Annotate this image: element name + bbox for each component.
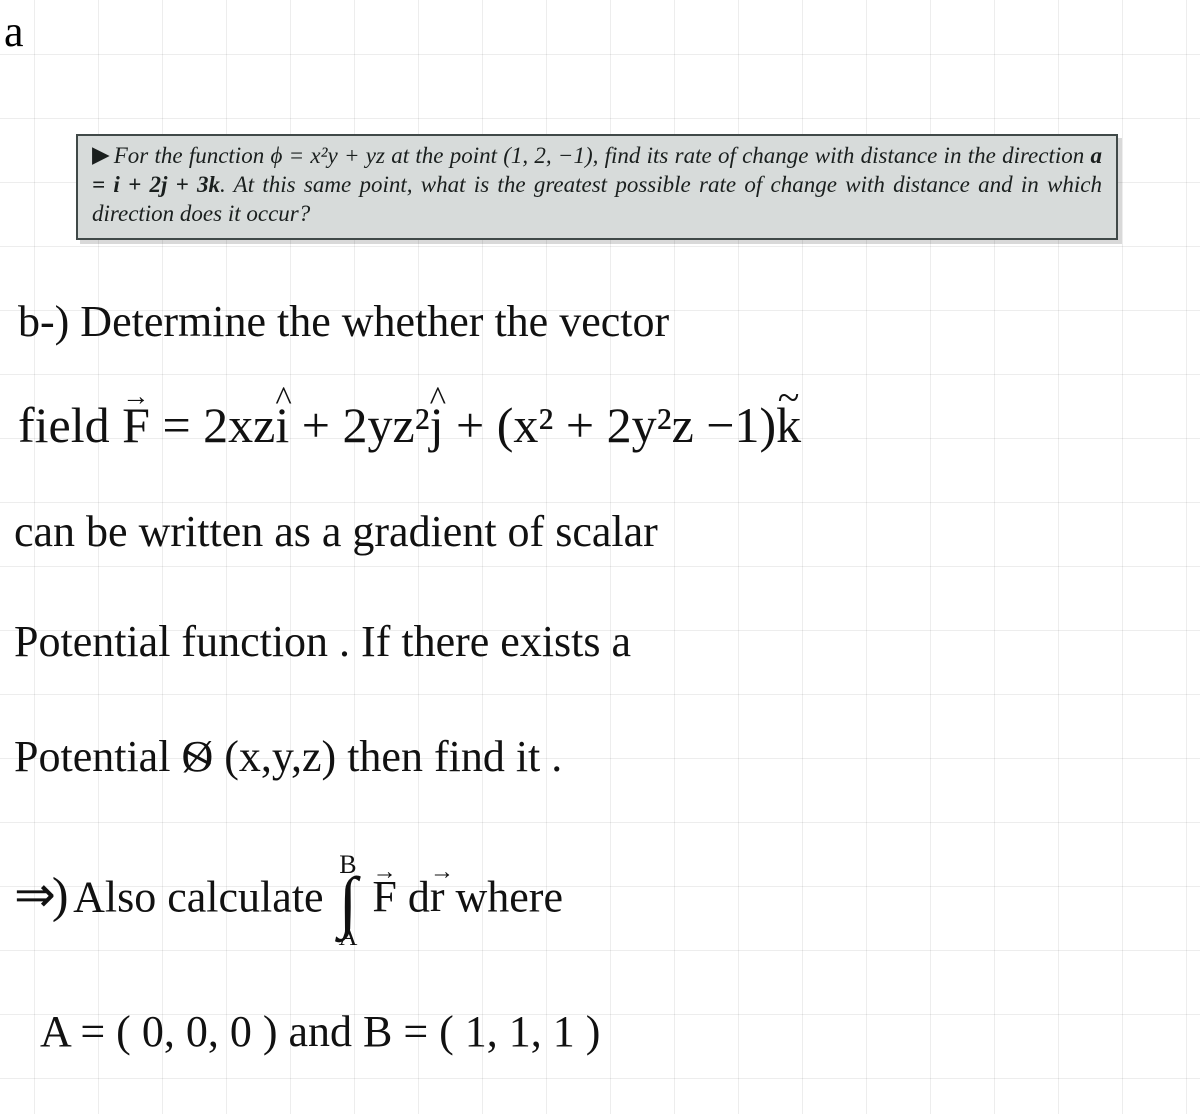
hw-dr-d: d [408,872,430,921]
hw-phi-symbol: Ø [181,735,213,779]
hw-int-lower: A [339,927,358,948]
hw-line-4: Potential function . If there exists a [14,620,631,664]
hw-F2-vector: F [372,875,396,919]
hw-line-6: ⇒) Also calculate B ∫ A F dr where [14,855,563,948]
problem-triangle-icon: ▶ [92,141,110,170]
hw-line-5: Potential Ø (x,y,z) then find it . [14,735,562,779]
corner-label: a [4,6,24,57]
hw-line-7: A = ( 0, 0, 0 ) and B = ( 1, 1, 1 ) [40,1010,600,1054]
hw-i-hat: i [275,400,289,450]
hw-integral-symbol-icon: ∫ [339,876,358,927]
hw-line-3: can be written as a gradient of scalar [14,510,658,554]
problem-phi-eq: ϕ = x²y + yz [270,143,384,168]
hw-l5-a: Potential [14,732,181,781]
hw-l2-lead: field [18,397,122,453]
hw-j-hat: j [430,400,444,450]
hw-dr-r: r [430,875,445,919]
hw-k-hat: k [776,400,801,450]
hw-line-1: b-) Determine the whether the vector [18,300,669,344]
hw-F-vector: F [122,400,150,450]
hw-line-2: field F = 2xzi + 2yz²j + (x² + 2y²z −1)k [18,400,801,450]
hw-l2-eq: = 2xz [162,397,275,453]
problem-text-2: at the point (1, 2, −1), find its rate o… [385,143,1091,168]
hw-l2-mid2: + (x² + 2y²z −1) [444,397,777,453]
hw-integral: B ∫ A [339,855,358,948]
hw-l5-b: (x,y,z) then find it . [224,732,562,781]
printed-problem-box: ▶For the function ϕ = x²y + yz at the po… [76,134,1118,240]
hw-arrow-bullet-icon: ⇒) [14,866,65,922]
hw-l2-mid: + 2yz² [289,397,429,453]
hw-l6-tail: where [456,872,564,921]
problem-text-1: For the function [114,143,271,168]
hw-l6-a: Also calculate [73,872,334,921]
problem-text-3: . At this same point, what is the greate… [92,172,1102,226]
